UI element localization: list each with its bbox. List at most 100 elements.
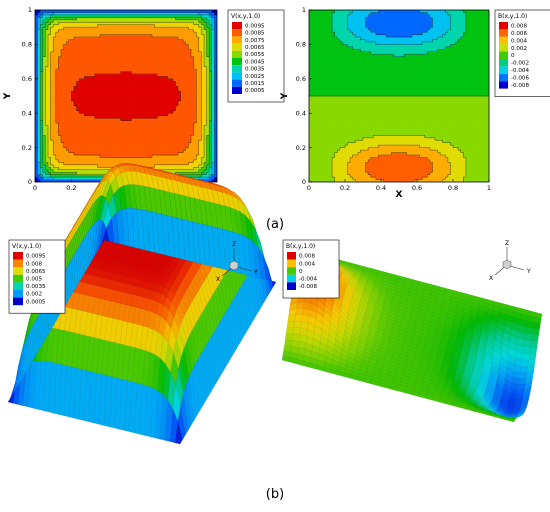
contour-cell bbox=[149, 44, 153, 48]
contour-cell bbox=[146, 113, 150, 117]
contour-cell bbox=[94, 147, 98, 151]
contour-cell bbox=[154, 14, 158, 18]
contour-cell bbox=[157, 115, 161, 119]
contour-cell bbox=[115, 81, 119, 85]
contour-cell bbox=[136, 32, 140, 35]
contour-cell bbox=[209, 51, 213, 55]
contour-cell bbox=[193, 76, 197, 80]
contour-cell bbox=[97, 51, 101, 55]
contour-cell bbox=[84, 147, 88, 151]
contour-cell bbox=[87, 127, 90, 131]
contour-cell bbox=[35, 76, 38, 80]
contour-cell bbox=[63, 142, 67, 146]
contour-cell bbox=[40, 46, 44, 50]
contour-cell bbox=[206, 61, 210, 65]
contour-cell bbox=[162, 59, 166, 62]
contour-cell bbox=[167, 167, 171, 171]
contour-cell bbox=[188, 105, 192, 109]
contour-cell bbox=[118, 64, 122, 67]
contour-cell bbox=[146, 19, 150, 23]
contour-cell bbox=[152, 24, 155, 28]
contour-cell bbox=[152, 66, 155, 70]
contour-cell bbox=[211, 164, 215, 168]
contour-cell bbox=[196, 127, 200, 131]
contour-cell bbox=[76, 150, 80, 153]
contour-cell bbox=[131, 145, 135, 148]
contour-cell bbox=[139, 105, 142, 109]
contour-cell bbox=[128, 103, 132, 107]
contour-cell bbox=[120, 140, 124, 144]
contour-cell bbox=[92, 154, 96, 158]
contour-cell bbox=[172, 44, 176, 48]
contour-cell bbox=[185, 44, 189, 48]
contour-cell bbox=[40, 56, 44, 60]
contour-cell bbox=[68, 159, 72, 163]
contour-cell bbox=[92, 68, 96, 72]
contour-cell bbox=[118, 34, 122, 38]
contour-cell bbox=[113, 81, 116, 85]
contour-cell bbox=[97, 56, 101, 60]
contour-cell bbox=[35, 125, 38, 129]
contour-cell bbox=[309, 130, 312, 134]
contour-cell bbox=[175, 127, 179, 131]
contour-cell bbox=[149, 64, 153, 67]
contour-cell bbox=[159, 115, 163, 119]
b-contour-fill bbox=[309, 10, 489, 182]
contour-cell bbox=[92, 64, 96, 67]
contour-cell bbox=[97, 179, 101, 182]
legend-swatch bbox=[232, 50, 242, 58]
contour-cell bbox=[159, 152, 163, 156]
contour-cell bbox=[74, 167, 77, 171]
contour-cell bbox=[188, 147, 192, 151]
contour-cell bbox=[100, 147, 103, 151]
contour-cell bbox=[42, 17, 46, 21]
contour-cell bbox=[42, 14, 46, 18]
contour-cell bbox=[185, 137, 189, 141]
contour-cell bbox=[79, 93, 83, 97]
contour-cell bbox=[185, 27, 189, 31]
contour-cell bbox=[152, 157, 155, 161]
contour-cell bbox=[141, 113, 145, 117]
contour-cell bbox=[154, 127, 158, 131]
contour-cell bbox=[188, 108, 192, 112]
contour-cell bbox=[133, 142, 137, 146]
contour-cell bbox=[180, 19, 184, 23]
contour-cell bbox=[35, 81, 38, 85]
contour-cell bbox=[58, 140, 62, 144]
contour-cell bbox=[74, 130, 77, 134]
contour-cell bbox=[63, 39, 67, 43]
contour-cell bbox=[48, 115, 51, 119]
contour-cell bbox=[48, 167, 51, 171]
contour-cell bbox=[133, 19, 137, 23]
contour-cell bbox=[115, 110, 119, 114]
contour-cell bbox=[157, 19, 161, 23]
contour-cell bbox=[48, 73, 51, 77]
contour-cell bbox=[201, 140, 205, 144]
contour-cell bbox=[180, 78, 184, 82]
contour-cell bbox=[146, 78, 150, 82]
contour-cell bbox=[42, 12, 46, 16]
contour-cell bbox=[206, 24, 210, 28]
contour-cell bbox=[146, 147, 150, 151]
contour-cell bbox=[185, 100, 189, 104]
contour-cell bbox=[159, 46, 163, 50]
contour-cell bbox=[211, 152, 215, 156]
contour-cell bbox=[188, 56, 192, 60]
contour-cell bbox=[136, 123, 140, 126]
contour-cell bbox=[100, 96, 103, 99]
contour-cell bbox=[144, 145, 148, 148]
contour-cell bbox=[87, 167, 90, 171]
contour-cell bbox=[144, 14, 148, 18]
contour-cell bbox=[100, 127, 103, 131]
contour-cell bbox=[50, 169, 54, 173]
contour-cell bbox=[144, 118, 148, 121]
contour-cell bbox=[55, 137, 59, 141]
contour-cell bbox=[120, 81, 124, 85]
contour-cell bbox=[206, 142, 210, 146]
contour-cell bbox=[185, 125, 189, 129]
contour-cell bbox=[68, 91, 72, 94]
contour-cell bbox=[55, 12, 59, 16]
contour-cell bbox=[198, 51, 202, 55]
contour-cell bbox=[172, 100, 176, 104]
contour-cell bbox=[196, 118, 200, 121]
